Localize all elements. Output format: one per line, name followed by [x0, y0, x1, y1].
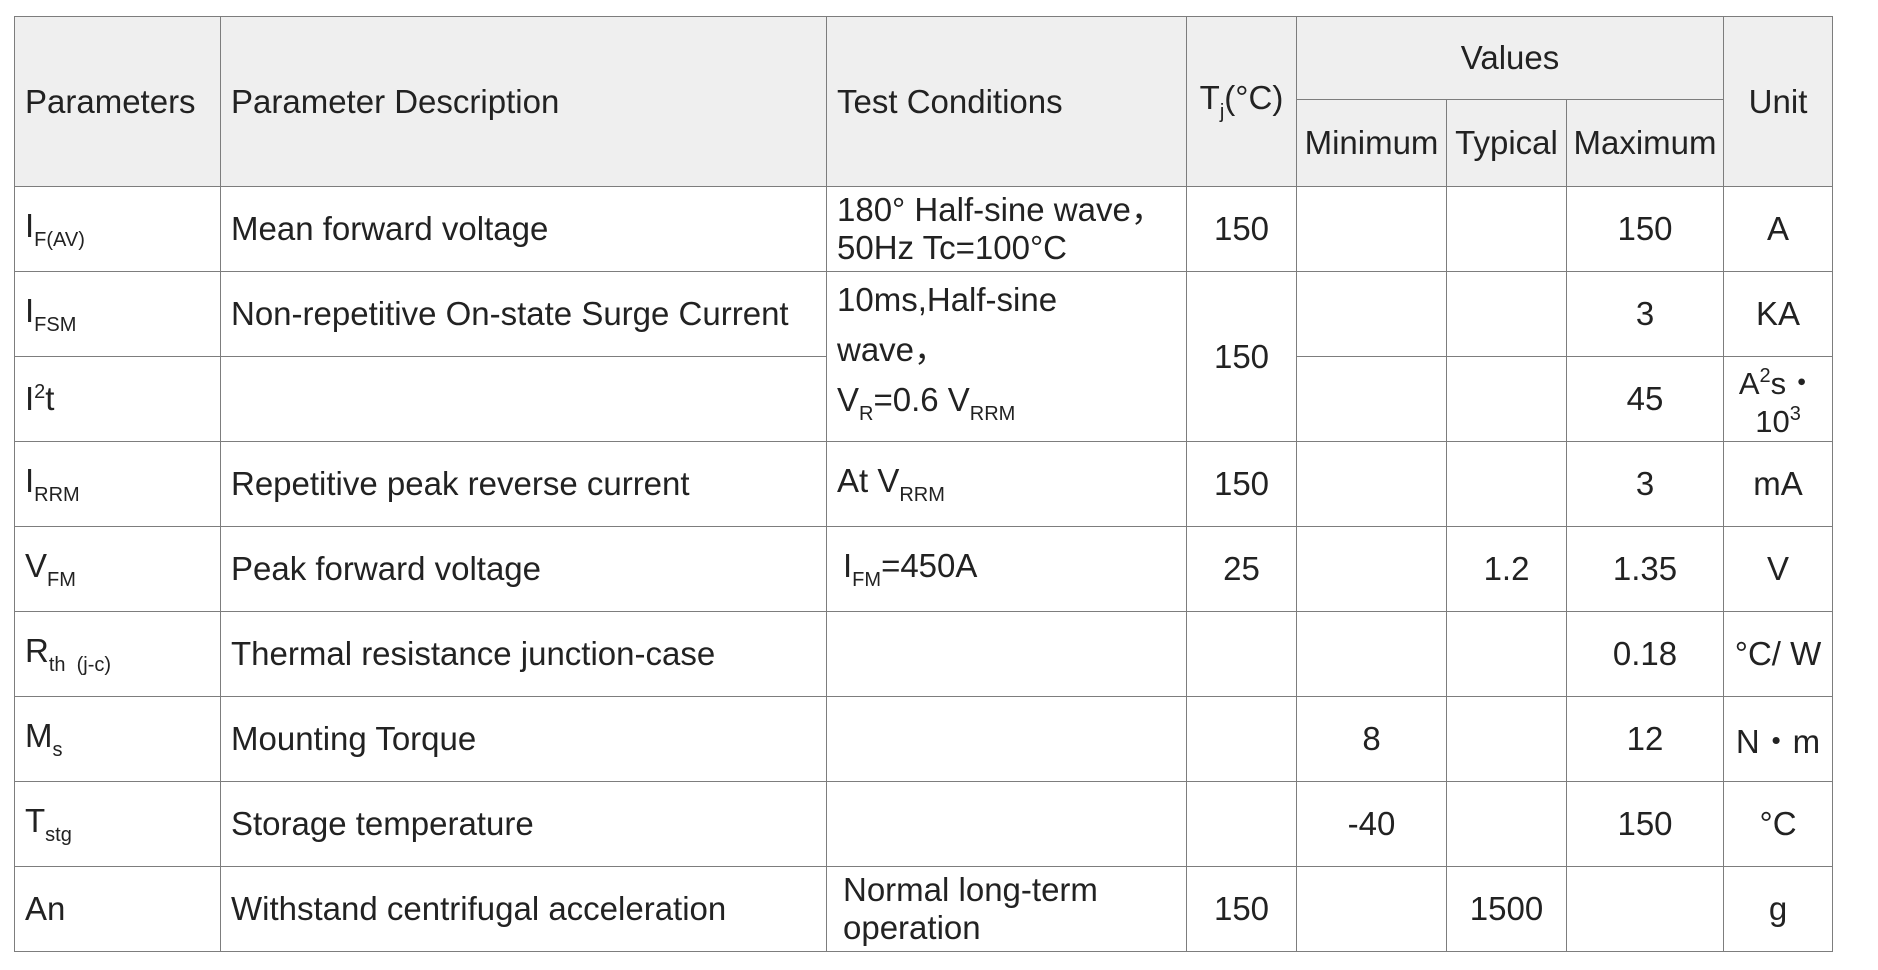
param-max: 150 [1565, 186, 1725, 272]
param-symbol: IFSM [14, 271, 221, 357]
param-description: Peak forward voltage [220, 526, 827, 612]
param-description: Mounting Torque [220, 696, 827, 782]
param-max: 150 [1565, 781, 1725, 867]
table-row: Rth (j-c) Thermal resistance junction-ca… [14, 611, 1834, 697]
param-unit: mA [1723, 441, 1834, 527]
param-unit: °C/ W [1723, 611, 1834, 697]
param-min: 8 [1296, 696, 1447, 782]
param-unit: A [1723, 186, 1834, 272]
table-row: I2t 45 A2s・103 [14, 356, 1834, 442]
param-conditions [826, 611, 1187, 697]
param-symbol: Tstg [14, 781, 221, 867]
param-symbol: IF(AV) [14, 186, 221, 272]
param-symbol: Ms [14, 696, 221, 782]
table-row: IFSM Non-repetitive On-state Surge Curre… [14, 271, 1834, 442]
param-conditions: 180° Half-sine wave， 50Hz Tc=100°C [826, 186, 1187, 272]
table-row: IRRM Repetitive peak reverse current At … [14, 441, 1834, 527]
param-symbol: Rth (j-c) [14, 611, 221, 697]
header-parameters: Parameters [14, 16, 221, 187]
header-maximum: Maximum [1565, 99, 1725, 187]
param-min [1296, 186, 1447, 272]
param-conditions: 10ms,Half-sine wave， VR=0.6 VRRM [826, 271, 1187, 442]
param-symbol: VFM [14, 526, 221, 612]
param-tj: 150 [1186, 271, 1297, 442]
table-row: Ms Mounting Torque 8 12 N・m [14, 696, 1834, 782]
header-description: Parameter Description [220, 16, 827, 187]
param-description: Withstand centrifugal acceleration [220, 866, 827, 952]
param-max: 45 [1565, 356, 1725, 442]
header-unit: Unit [1723, 16, 1834, 187]
param-description: Mean forward voltage [220, 186, 827, 272]
param-typ [1446, 611, 1567, 697]
header-tj: Tj(°C) [1186, 16, 1297, 187]
param-tj: 150 [1186, 866, 1297, 952]
param-max: 0.18 [1565, 611, 1725, 697]
param-max: 12 [1565, 696, 1725, 782]
param-conditions [826, 696, 1187, 782]
table-row: Tstg Storage temperature -40 150 °C [14, 781, 1834, 867]
param-unit: N・m [1723, 696, 1834, 782]
param-unit: g [1723, 866, 1834, 952]
table-row: An Withstand centrifugal acceleration No… [14, 866, 1834, 952]
param-typ [1446, 441, 1567, 527]
param-tj [1186, 781, 1297, 867]
param-typ [1446, 271, 1567, 357]
param-description: Thermal resistance junction-case [220, 611, 827, 697]
param-typ: 1500 [1446, 866, 1567, 952]
table-row: IF(AV) Mean forward voltage 180° Half-si… [14, 186, 1834, 272]
param-min [1296, 526, 1447, 612]
param-unit: °C [1723, 781, 1834, 867]
param-tj: 150 [1186, 441, 1297, 527]
param-conditions: IFM=450A [826, 526, 1187, 612]
header-values: Values [1295, 16, 1725, 100]
param-min [1296, 441, 1447, 527]
param-typ: 1.2 [1446, 526, 1567, 612]
param-max [1565, 866, 1725, 952]
parameter-table: Parameters Parameter Description Test Co… [14, 16, 1834, 952]
param-min [1296, 866, 1447, 952]
param-description [220, 356, 827, 442]
param-tj: 150 [1186, 186, 1297, 272]
param-min: -40 [1296, 781, 1447, 867]
param-unit: V [1723, 526, 1834, 612]
param-description: Non-repetitive On-state Surge Current [220, 271, 827, 357]
param-max: 3 [1565, 441, 1725, 527]
param-max: 3 [1565, 271, 1725, 357]
header-typical: Typical [1446, 99, 1567, 187]
param-min [1296, 271, 1447, 357]
param-min [1296, 356, 1447, 442]
param-symbol: An [14, 866, 221, 952]
header-minimum: Minimum [1296, 99, 1447, 187]
param-conditions: At VRRM [826, 441, 1187, 527]
param-tj: 25 [1186, 526, 1297, 612]
param-unit: KA [1723, 271, 1834, 357]
param-description: Repetitive peak reverse current [220, 441, 827, 527]
param-typ [1446, 186, 1567, 272]
param-unit: A2s・103 [1723, 356, 1834, 442]
param-symbol: IRRM [14, 441, 221, 527]
table-row: VFM Peak forward voltage IFM=450A 25 1.2… [14, 526, 1834, 612]
param-description: Storage temperature [220, 781, 827, 867]
param-conditions [826, 781, 1187, 867]
param-typ [1446, 781, 1567, 867]
header-conditions: Test Conditions [826, 16, 1187, 187]
param-min [1296, 611, 1447, 697]
param-typ [1446, 696, 1567, 782]
param-max: 1.35 [1565, 526, 1725, 612]
param-tj [1186, 696, 1297, 782]
param-tj [1186, 611, 1297, 697]
param-conditions: Normal long-term operation [826, 866, 1187, 952]
param-symbol: I2t [14, 356, 221, 442]
param-typ [1446, 356, 1567, 442]
